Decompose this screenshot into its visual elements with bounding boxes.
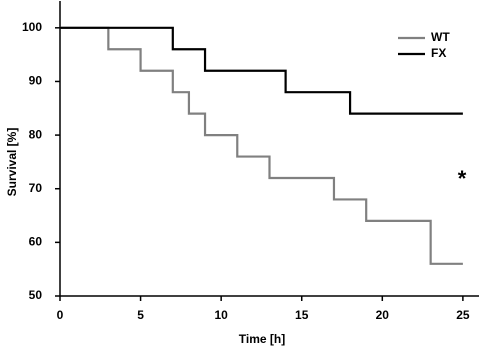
y-tick-label: 60 xyxy=(29,235,43,249)
x-tick-label: 5 xyxy=(137,308,144,322)
y-tick-label: 90 xyxy=(29,74,43,88)
y-tick-label: 80 xyxy=(29,127,43,141)
y-tick-label: 50 xyxy=(29,288,43,302)
y-axis-title: Survival [%] xyxy=(5,128,19,197)
survival-line xyxy=(60,26,463,115)
x-axis-title: Time [h] xyxy=(239,332,285,346)
x-tick-label: 20 xyxy=(376,308,390,322)
x-tick-label: 10 xyxy=(214,308,228,322)
legend-label: FX xyxy=(431,46,446,60)
significance-annotation: * xyxy=(458,166,467,191)
legend-label: WT xyxy=(431,30,450,44)
x-tick-label: 0 xyxy=(57,308,64,322)
survival-line xyxy=(60,26,463,265)
y-tick-label: 100 xyxy=(22,20,42,34)
x-tick-label: 15 xyxy=(295,308,309,322)
y-tick-label: 70 xyxy=(29,181,43,195)
x-tick-label: 25 xyxy=(456,308,470,322)
